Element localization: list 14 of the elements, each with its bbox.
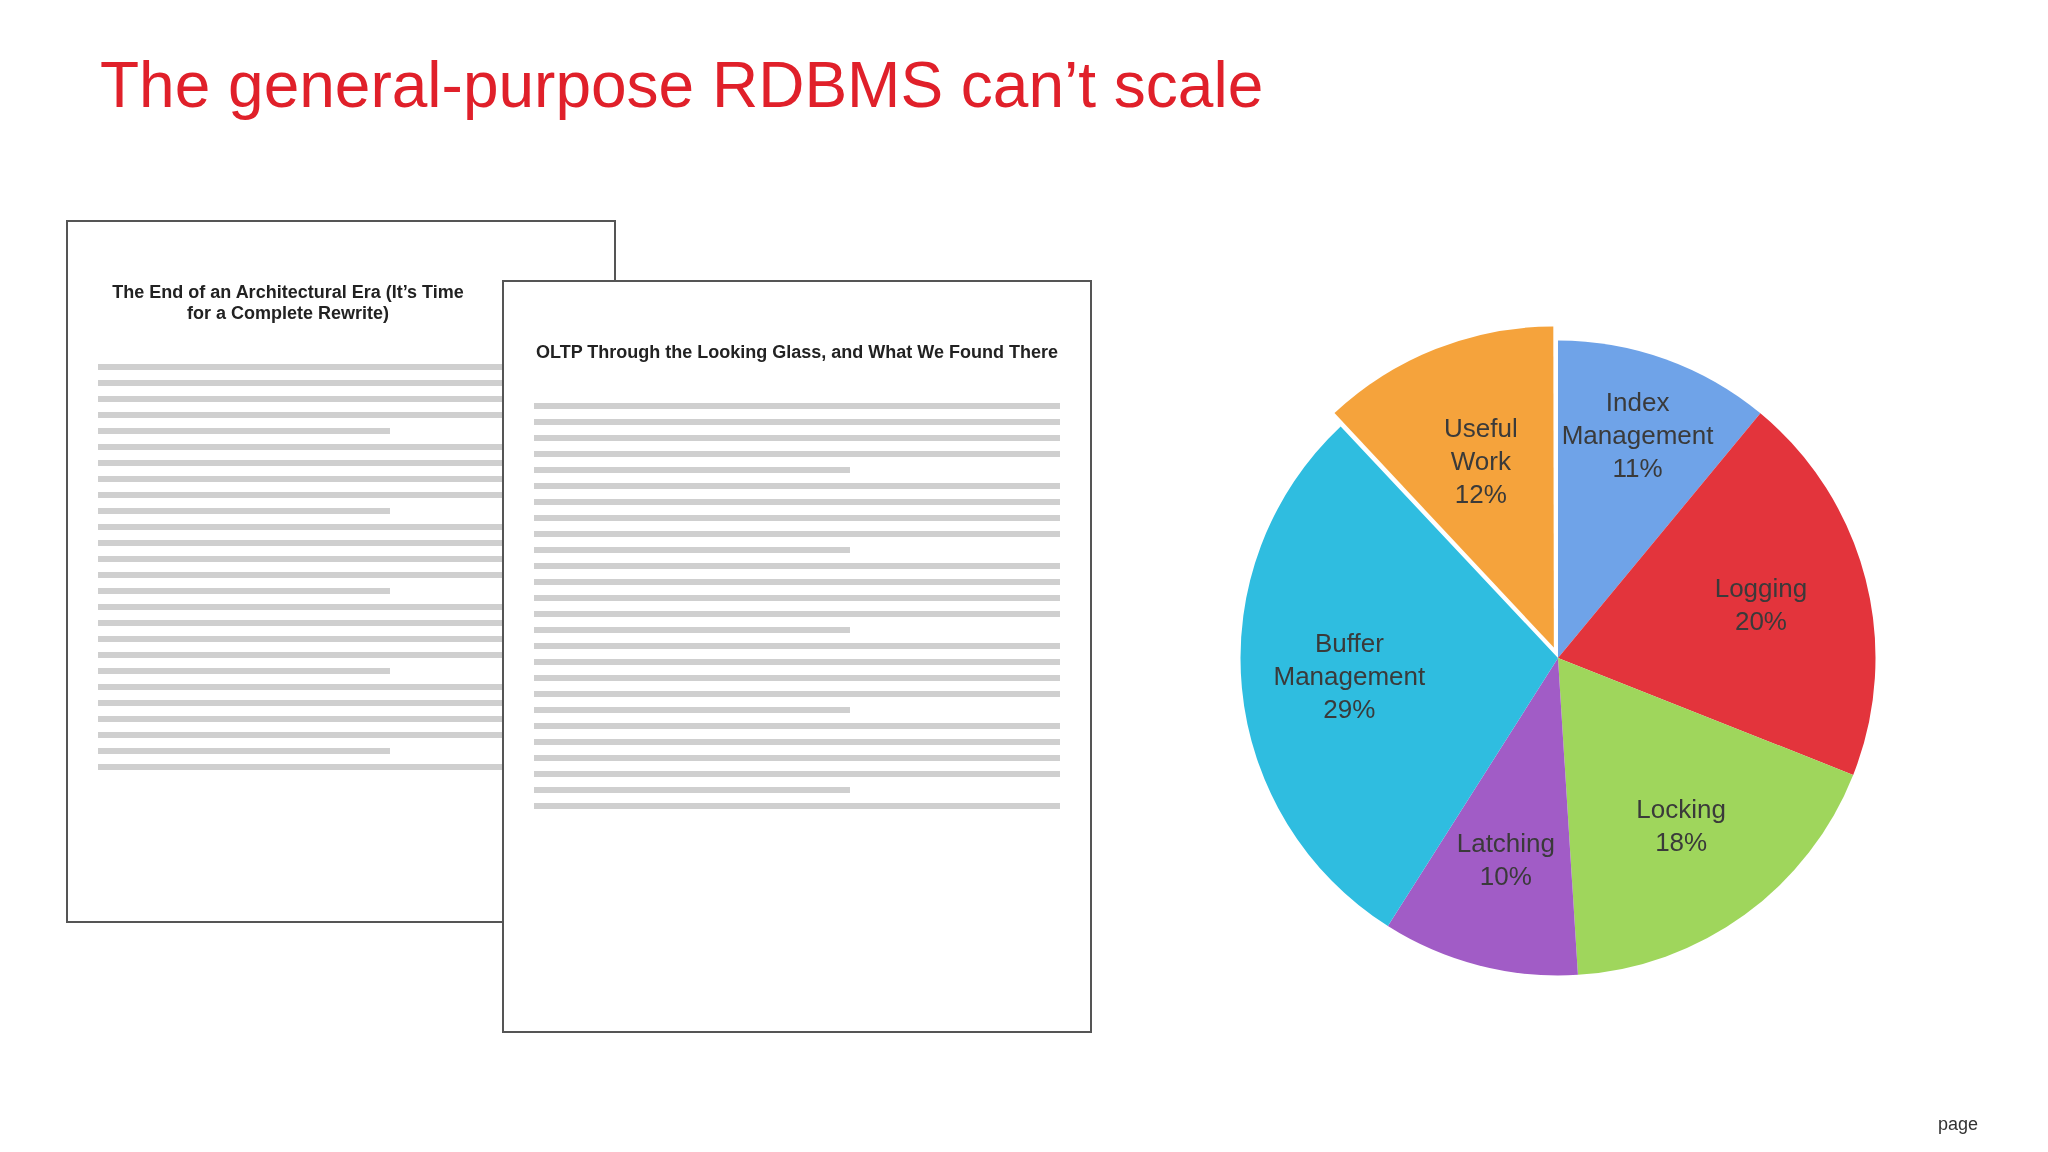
data-label: 20%	[1734, 605, 1787, 636]
slice-label: Logging	[1714, 572, 1808, 603]
data-label: 11%	[1612, 453, 1663, 484]
slice-label: Index Management	[1561, 387, 1715, 451]
text: page	[1938, 1114, 1979, 1135]
data-label: 12%	[1454, 479, 1507, 510]
data-label: 29%	[1323, 693, 1376, 724]
slice-label: Locking	[1636, 794, 1726, 825]
data-label: 10%	[1479, 860, 1532, 891]
data-label: 18%	[1655, 827, 1708, 858]
text: The general-purpose RDBMS can’t scale	[100, 48, 1264, 122]
slice-label: Buffer Management	[1273, 627, 1427, 691]
slice-label: Useful Work	[1444, 413, 1518, 477]
slice-label: Latching	[1456, 827, 1556, 858]
